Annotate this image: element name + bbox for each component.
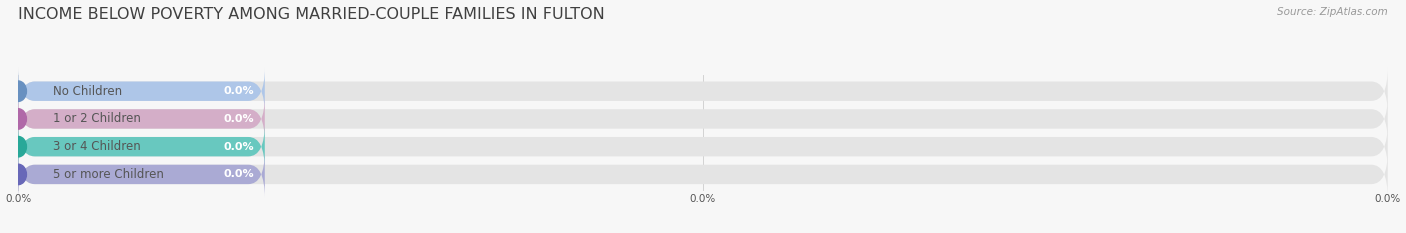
Text: INCOME BELOW POVERTY AMONG MARRIED-COUPLE FAMILIES IN FULTON: INCOME BELOW POVERTY AMONG MARRIED-COUPL… bbox=[18, 7, 605, 22]
Text: 3 or 4 Children: 3 or 4 Children bbox=[52, 140, 141, 153]
Text: 0.0%: 0.0% bbox=[224, 86, 254, 96]
Text: 0.0%: 0.0% bbox=[224, 169, 254, 179]
Text: 0.0%: 0.0% bbox=[224, 142, 254, 152]
Text: No Children: No Children bbox=[52, 85, 122, 98]
Text: 1 or 2 Children: 1 or 2 Children bbox=[52, 113, 141, 125]
FancyBboxPatch shape bbox=[18, 151, 264, 198]
FancyBboxPatch shape bbox=[18, 95, 264, 143]
FancyBboxPatch shape bbox=[18, 123, 264, 170]
FancyBboxPatch shape bbox=[18, 68, 1388, 115]
FancyBboxPatch shape bbox=[18, 68, 264, 115]
FancyBboxPatch shape bbox=[18, 123, 1388, 170]
Text: 0.0%: 0.0% bbox=[224, 114, 254, 124]
FancyBboxPatch shape bbox=[18, 151, 1388, 198]
Text: 5 or more Children: 5 or more Children bbox=[52, 168, 163, 181]
Ellipse shape bbox=[10, 164, 27, 185]
Text: Source: ZipAtlas.com: Source: ZipAtlas.com bbox=[1277, 7, 1388, 17]
Ellipse shape bbox=[10, 109, 27, 129]
Ellipse shape bbox=[10, 81, 27, 101]
Ellipse shape bbox=[10, 137, 27, 157]
FancyBboxPatch shape bbox=[18, 95, 1388, 143]
